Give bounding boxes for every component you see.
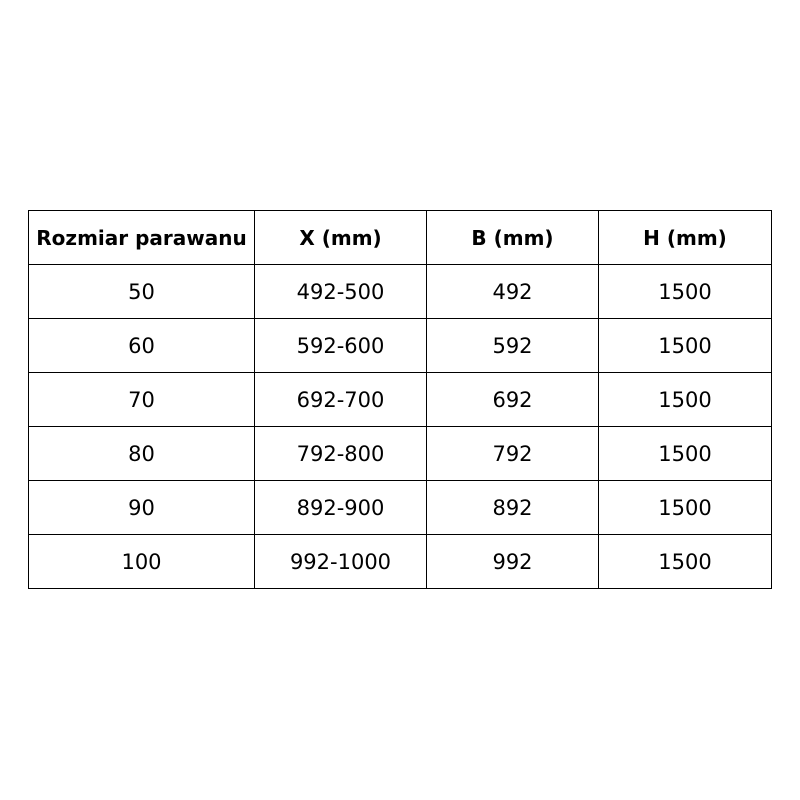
table-row: 90 892-900 892 1500 — [28, 480, 772, 535]
cell-b: 492 — [426, 264, 599, 319]
cell-b: 692 — [426, 372, 599, 427]
table-row: 80 792-800 792 1500 — [28, 426, 772, 481]
header-h: H (mm) — [598, 210, 772, 265]
cell-x: 692-700 — [254, 372, 427, 427]
cell-x: 792-800 — [254, 426, 427, 481]
dimensions-table: Rozmiar parawanu X (mm) B (mm) H (mm) 50… — [28, 210, 772, 589]
header-x: X (mm) — [254, 210, 427, 265]
cell-h: 1500 — [598, 534, 772, 589]
header-b: B (mm) — [426, 210, 599, 265]
cell-size: 70 — [28, 372, 255, 427]
cell-h: 1500 — [598, 264, 772, 319]
header-row: Rozmiar parawanu X (mm) B (mm) H (mm) — [28, 210, 772, 265]
table-row: 70 692-700 692 1500 — [28, 372, 772, 427]
cell-h: 1500 — [598, 318, 772, 373]
cell-b: 992 — [426, 534, 599, 589]
cell-x: 492-500 — [254, 264, 427, 319]
cell-b: 892 — [426, 480, 599, 535]
cell-x: 992-1000 — [254, 534, 427, 589]
cell-b: 792 — [426, 426, 599, 481]
cell-h: 1500 — [598, 426, 772, 481]
cell-size: 60 — [28, 318, 255, 373]
cell-x: 892-900 — [254, 480, 427, 535]
cell-x: 592-600 — [254, 318, 427, 373]
cell-h: 1500 — [598, 480, 772, 535]
cell-size: 90 — [28, 480, 255, 535]
cell-size: 50 — [28, 264, 255, 319]
cell-size: 80 — [28, 426, 255, 481]
table-row: 100 992-1000 992 1500 — [28, 534, 772, 589]
table-row: 50 492-500 492 1500 — [28, 264, 772, 319]
cell-b: 592 — [426, 318, 599, 373]
cell-h: 1500 — [598, 372, 772, 427]
table-row: 60 592-600 592 1500 — [28, 318, 772, 373]
cell-size: 100 — [28, 534, 255, 589]
header-size: Rozmiar parawanu — [28, 210, 255, 265]
